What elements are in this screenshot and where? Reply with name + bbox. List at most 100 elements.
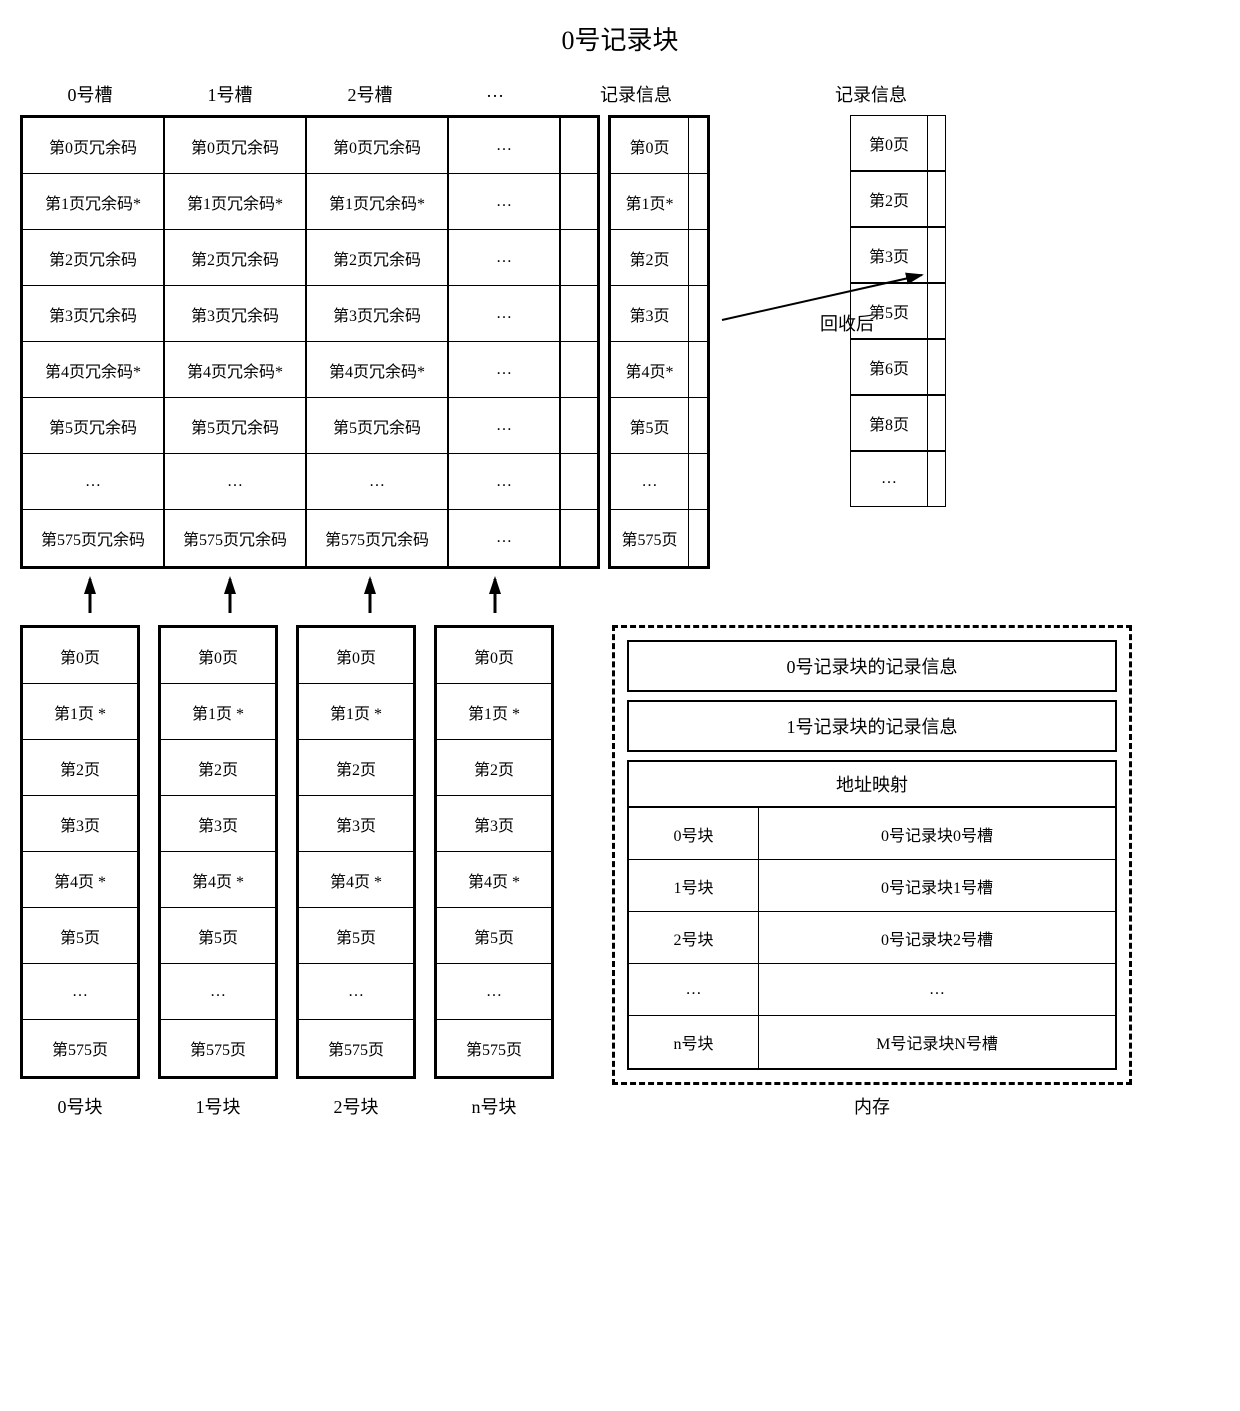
cell: 第4页冗余码* (307, 342, 447, 398)
block-cell: 第4页 * (437, 852, 551, 908)
block-cell: 第1页 * (161, 684, 275, 740)
info-cell: 第3页 (611, 286, 689, 342)
info-side (689, 454, 707, 510)
block-cell: 第575页 (23, 1020, 137, 1076)
arrow-up-icon (300, 575, 440, 615)
mapping-left: 2号块 (629, 912, 759, 963)
after-side (928, 451, 946, 507)
info-cell: 第0页 (611, 118, 689, 174)
cell: 第1页冗余码* (165, 174, 305, 230)
block-cell: 第5页 (23, 908, 137, 964)
after-side (928, 227, 946, 283)
block-cell: 第3页 (23, 796, 137, 852)
info-cell: … (611, 454, 689, 510)
cell: 第575页冗余码 (165, 510, 305, 566)
cell: … (449, 174, 559, 230)
slot-header-ellipsis: … (440, 77, 550, 111)
spacer (561, 118, 597, 174)
cell: 第5页冗余码 (23, 398, 163, 454)
arrows-row (20, 575, 1220, 615)
block-cell: 第0页 (299, 628, 413, 684)
spacer (561, 510, 597, 566)
cell: … (165, 454, 305, 510)
cell: 第4页冗余码* (23, 342, 163, 398)
spacer (561, 174, 597, 230)
block-label: 0号块 (20, 1093, 140, 1119)
after-side (928, 171, 946, 227)
info-cell: 第5页 (611, 398, 689, 454)
spacer (561, 286, 597, 342)
lower-section: 第0页 第1页 * 第2页 第3页 第4页 * 第5页 … 第575页 第0页 … (20, 625, 1220, 1085)
mapping-left: 0号块 (629, 808, 759, 859)
block-n: 第0页 第1页 * 第2页 第3页 第4页 * 第5页 … 第575页 (434, 625, 554, 1079)
block-cell: 第0页 (23, 628, 137, 684)
after-cell: 第3页 (850, 227, 928, 283)
after-cell: … (850, 451, 928, 507)
info-side (689, 118, 707, 174)
block-cell: 第2页 (437, 740, 551, 796)
mapping-right: … (759, 964, 1115, 1015)
block-cell: 第1页 * (299, 684, 413, 740)
memory-row: 0号记录块的记录信息 (627, 640, 1117, 692)
address-mapping-table: 地址映射 0号块0号记录块0号槽 1号块0号记录块1号槽 2号块0号记录块2号槽… (627, 760, 1117, 1070)
block-cell: … (23, 964, 137, 1020)
cell: 第4页冗余码* (165, 342, 305, 398)
block-cell: 第2页 (161, 740, 275, 796)
slot-col-0: 第0页冗余码 第1页冗余码* 第2页冗余码 第3页冗余码 第4页冗余码* 第5页… (23, 118, 163, 566)
mapping-left: … (629, 964, 759, 1015)
cell: 第0页冗余码 (23, 118, 163, 174)
memory-label: 内存 (612, 1093, 1132, 1119)
cell: … (449, 510, 559, 566)
cell: 第575页冗余码 (23, 510, 163, 566)
mapping-right: 0号记录块2号槽 (759, 912, 1115, 963)
info-cell: 第4页* (611, 342, 689, 398)
after-side (928, 115, 946, 171)
block-label: n号块 (434, 1093, 554, 1119)
cell: 第3页冗余码 (23, 286, 163, 342)
slot-col-spacer (559, 118, 597, 566)
info-side (689, 342, 707, 398)
block-cell: 第0页 (437, 628, 551, 684)
spacer (561, 398, 597, 454)
block-cell: … (161, 964, 275, 1020)
cell: 第1页冗余码* (307, 174, 447, 230)
block-labels: 0号块 1号块 2号块 n号块 内存 (20, 1093, 1220, 1119)
info-cell: 第575页 (611, 510, 689, 566)
mapping-left: n号块 (629, 1016, 759, 1068)
slot-col-1: 第0页冗余码 第1页冗余码* 第2页冗余码 第3页冗余码 第4页冗余码* 第5页… (163, 118, 305, 566)
info-side (689, 510, 707, 566)
slot-header-2: 2号槽 (300, 77, 440, 111)
after-side (928, 283, 946, 339)
block-cell: 第3页 (437, 796, 551, 852)
cell: 第5页冗余码 (165, 398, 305, 454)
block-cell: 第2页 (299, 740, 413, 796)
block-cell: 第5页 (299, 908, 413, 964)
mapping-left: 1号块 (629, 860, 759, 911)
block-1: 第0页 第1页 * 第2页 第3页 第4页 * 第5页 … 第575页 (158, 625, 278, 1079)
info-side (689, 286, 707, 342)
cell: … (23, 454, 163, 510)
spacer (561, 454, 597, 510)
after-cell: 第6页 (850, 339, 928, 395)
info-side (689, 174, 707, 230)
after-cell: 第2页 (850, 171, 928, 227)
cell: … (449, 342, 559, 398)
cell: … (307, 454, 447, 510)
cell: 第3页冗余码 (165, 286, 305, 342)
recycle-label: 回收后 (820, 310, 874, 336)
cell: 第0页冗余码 (165, 118, 305, 174)
block-cell: 第575页 (161, 1020, 275, 1076)
after-side (928, 395, 946, 451)
diagram-title: 0号记录块 (20, 20, 1220, 57)
upper-section: 第0页冗余码 第1页冗余码* 第2页冗余码 第3页冗余码 第4页冗余码* 第5页… (20, 115, 1220, 569)
after-cell: 第0页 (850, 115, 928, 171)
slot-header-0: 0号槽 (20, 77, 160, 111)
info-cell: 第2页 (611, 230, 689, 286)
cell: 第2页冗余码 (165, 230, 305, 286)
info-side (689, 398, 707, 454)
memory-row: 1号记录块的记录信息 (627, 700, 1117, 752)
record-block-table: 第0页冗余码 第1页冗余码* 第2页冗余码 第3页冗余码 第4页冗余码* 第5页… (20, 115, 600, 569)
memory-box: 0号记录块的记录信息 1号记录块的记录信息 地址映射 0号块0号记录块0号槽 1… (612, 625, 1132, 1085)
slot-col-2: 第0页冗余码 第1页冗余码* 第2页冗余码 第3页冗余码 第4页冗余码* 第5页… (305, 118, 447, 566)
cell: 第3页冗余码 (307, 286, 447, 342)
